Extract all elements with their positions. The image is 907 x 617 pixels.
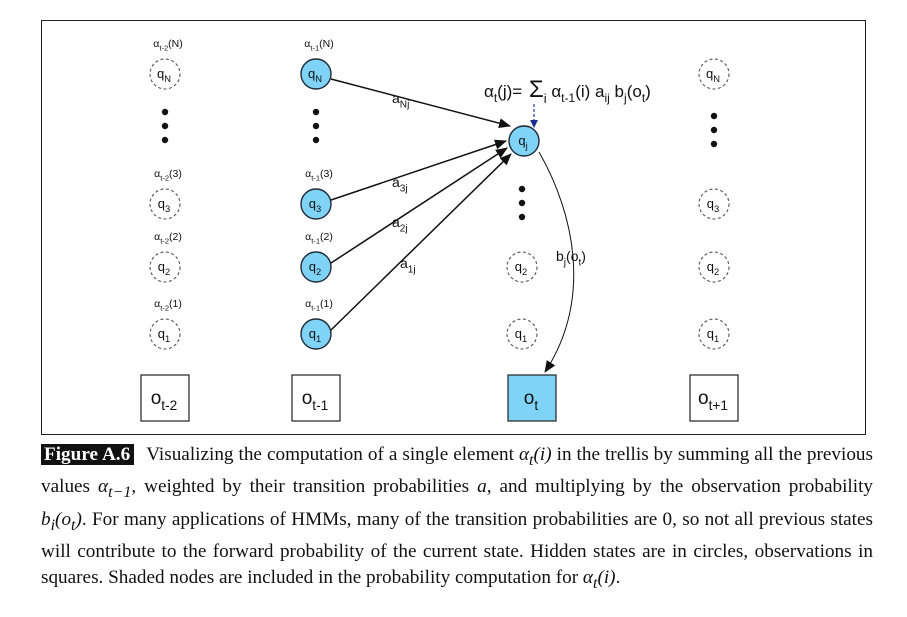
state-t-2-q2 (149, 251, 181, 283)
caption-text: , and multiplying by the observation pro… (486, 476, 874, 498)
state-t-1-qN-label: qN (308, 66, 322, 84)
state-t-2-q2-label: q2 (158, 259, 170, 277)
caption-text: in the trellis by summing all the previo… (41, 444, 873, 498)
alpha-t-1-label-3: αt-1(3) (305, 168, 333, 182)
caption-math-alpha-t: αt(i) (518, 444, 552, 469)
observation-t-2-label: ot-2 (151, 388, 178, 413)
state-t-2-q1-label: q1 (158, 326, 170, 344)
transition-arrow-1j (330, 153, 512, 331)
caption-text: . (615, 567, 621, 589)
state-t-2-qN-label: qN (157, 66, 171, 84)
caption-text: , weighted by their transition probabili… (131, 476, 478, 498)
caption-math-alpha-t-i: αt(i) (582, 567, 616, 593)
state-t+1-q1-label: q1 (707, 326, 719, 344)
ellipsis-dots-t+1-1 (710, 126, 718, 134)
state-t-q2-label: q2 (515, 259, 527, 277)
alpha-t-2-label-N: αt-2(N) (153, 38, 182, 52)
state-t-q1 (506, 318, 538, 350)
alpha-t-2-label-3: αt-2(3) (154, 168, 182, 182)
transition-label-1j: a1j (400, 255, 416, 275)
forward-formula: αt(j)= Σi αt-1(i) aij bj(ot) (484, 76, 651, 106)
state-t-2-q3-label: q3 (158, 196, 170, 214)
observation-t-1 (291, 374, 341, 422)
state-t-1-q3-label: q3 (309, 196, 321, 214)
observation-t (507, 374, 557, 422)
ellipsis-dots-t-1 (518, 199, 526, 207)
ellipsis-dots-t+1-0 (710, 112, 718, 120)
state-t-q1-label: q1 (515, 326, 527, 344)
caption-text: . For many applications of HMMs, many of… (41, 508, 873, 589)
alpha-t-2-label-1: αt-2(1) (154, 298, 182, 312)
state-t+1-q1 (698, 318, 730, 350)
observation-t-1-label: ot-1 (302, 388, 329, 413)
figure-caption: Figure A.6 Visualizing the computation of… (41, 442, 873, 598)
ellipsis-dots-t-1-2 (312, 136, 320, 144)
state-t+1-q3 (698, 188, 730, 220)
diagram-frame (41, 20, 866, 435)
state-t+1-q2 (698, 251, 730, 283)
state-t-1-q2 (300, 251, 332, 283)
caption-label: Figure A.6 (41, 444, 135, 465)
state-t-2-q3 (149, 188, 181, 220)
emission-arrow (538, 151, 575, 373)
state-t-1-q3 (300, 188, 332, 220)
transition-label-3j: a3j (392, 174, 408, 194)
trellis-diagram: qN αt-2(N) q3 αt-2(3) q2 αt-2(2) q1 αt-2(1) ot-2… (140, 38, 739, 422)
ellipsis-dots-t-0 (518, 185, 526, 193)
observation-t-2 (140, 374, 190, 422)
state-t+1-q2-label: q2 (707, 259, 719, 277)
state-t-qj (508, 125, 540, 157)
transition-label-2j: a2j (392, 214, 408, 234)
state-t-q2 (506, 251, 538, 283)
state-t-1-q2-label: q2 (309, 259, 321, 277)
state-t-2-q1 (149, 318, 181, 350)
observation-t+1-label: ot+1 (698, 388, 728, 413)
ellipsis-dots-t-1-0 (312, 108, 320, 116)
state-t+1-qN (698, 58, 730, 90)
alpha-t-1-label-N: αt-1(N) (304, 38, 333, 52)
state-t-qj-label: qj (518, 133, 527, 151)
state-t-2-qN (149, 58, 181, 90)
observation-t-label: ot (524, 388, 539, 413)
transition-label-Nj: aNj (392, 90, 409, 110)
state-t-1-q1 (300, 318, 332, 350)
caption-text: Visualizing the computation of a single … (146, 444, 519, 465)
caption-math-a: a (477, 476, 487, 498)
state-t-1-qN (300, 58, 332, 90)
ellipsis-dots-t-1-1 (312, 122, 320, 130)
state-t+1-qN-label: qN (706, 66, 720, 84)
caption-math-b-i-o-t: bi(ot) (41, 508, 82, 534)
transition-arrow-Nj (330, 78, 511, 129)
transition-arrow-2j (330, 147, 508, 264)
state-t+1-q3-label: q3 (707, 196, 719, 214)
transition-arrow-3j (330, 139, 507, 201)
ellipsis-dots-t-2-1 (161, 122, 169, 130)
ellipsis-dots-t-2-0 (161, 108, 169, 116)
observation-t+1 (689, 374, 739, 422)
ellipsis-dots-t+1-2 (710, 140, 718, 148)
ellipsis-dots-t-2 (518, 213, 526, 221)
alpha-t-1-label-2: αt-1(2) (305, 231, 333, 245)
ellipsis-dots-t-2-2 (161, 136, 169, 144)
alpha-t-1-label-1: αt-1(1) (305, 298, 333, 312)
caption-math-alpha-t-minus-1: αt−1 (98, 476, 132, 502)
emission-label: bj(ot) (556, 248, 586, 269)
alpha-t-2-label-2: αt-2(2) (154, 231, 182, 245)
state-t-1-q1-label: q1 (309, 326, 321, 344)
